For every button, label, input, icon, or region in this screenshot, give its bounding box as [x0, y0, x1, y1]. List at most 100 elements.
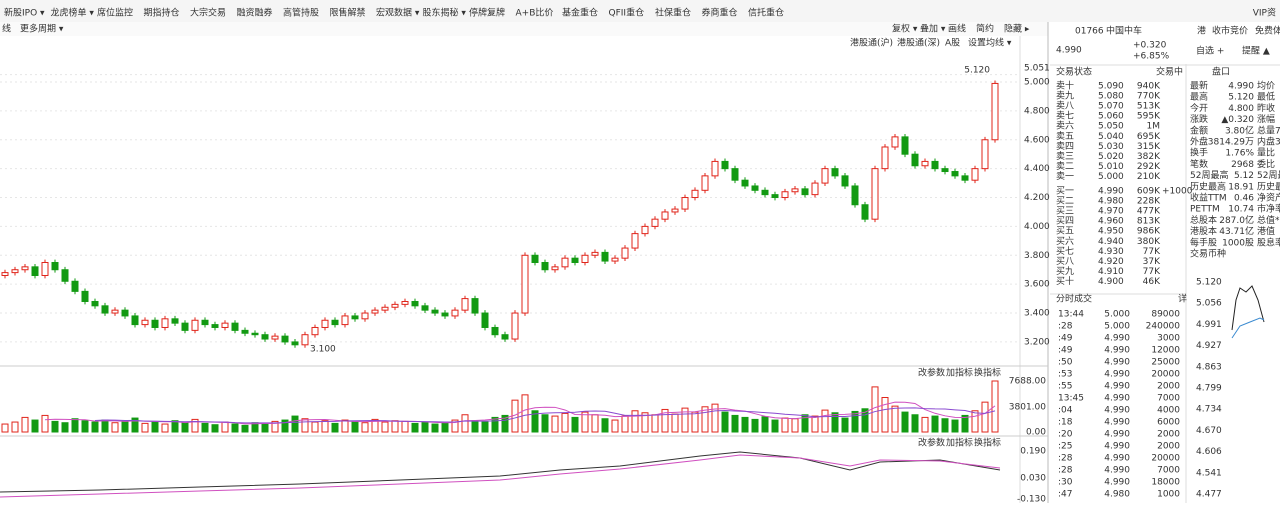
volume-bar [911, 414, 919, 433]
candle [671, 208, 679, 213]
volume-bar [111, 422, 119, 433]
trade-volume: 2000 [1157, 430, 1180, 440]
menu-item[interactable]: 停牌复牌 [469, 7, 505, 19]
trades-flag[interactable]: 详 [1178, 293, 1187, 305]
book-price: 5.060 [1098, 112, 1124, 122]
mini-avg [1231, 317, 1265, 339]
candle [441, 312, 449, 317]
indicator-button[interactable]: 换指标 [974, 437, 1001, 449]
book-label: 卖一 [1056, 171, 1074, 182]
menu-item[interactable]: 大宗交易 [190, 7, 226, 19]
book-volume: 210K [1137, 172, 1161, 182]
candle [481, 312, 489, 328]
candle [111, 309, 119, 314]
book-volume: 595K [1137, 112, 1161, 122]
menu-item[interactable]: 龙虎榜单 ▾ [51, 7, 95, 19]
menu-item[interactable]: 席位监控 [97, 7, 133, 19]
candle [861, 204, 869, 220]
volume-bar [271, 420, 279, 433]
volume-bar [541, 414, 549, 433]
chart-tab[interactable]: 港股通(深) [897, 37, 940, 49]
stat-label: 历史最高 [1190, 180, 1226, 192]
stat-value: 10.74 [1228, 205, 1254, 215]
candle [331, 319, 339, 326]
indicator-button[interactable]: 加指标 [946, 367, 973, 379]
trade-volume: 2000 [1157, 382, 1180, 392]
indicator-button[interactable]: 加指标 [946, 437, 973, 449]
macd-tick: -0.130 [1017, 495, 1046, 504]
volume-bar [661, 408, 669, 433]
candle [771, 194, 779, 199]
candle [131, 315, 139, 326]
candle [101, 305, 109, 314]
quote-tab[interactable]: 收市竞价 [1212, 25, 1248, 37]
candle [181, 322, 189, 331]
volume-bar [211, 424, 219, 433]
menu-item[interactable]: 期指持仓 [144, 7, 180, 19]
menu-item[interactable]: 信托重仓 [748, 7, 784, 19]
indicator-button[interactable]: 改参数 [918, 437, 945, 449]
volume-bar [711, 403, 719, 433]
tool-button[interactable]: 简约 [976, 23, 994, 35]
tool-button[interactable]: 叠加 ▾ [920, 24, 946, 35]
menu-item[interactable]: 股东揭秘 ▾ [423, 7, 467, 19]
period[interactable]: 更多周期 ▾ [20, 23, 64, 35]
book-label: 卖五 [1056, 131, 1074, 142]
tool-button[interactable]: 画线 [948, 23, 966, 35]
trades-header: 分时成交 [1056, 293, 1092, 305]
watch[interactable]: 自选 + [1196, 45, 1224, 57]
book-volume: 1M [1147, 122, 1161, 132]
quote-tab[interactable]: 免费体 [1255, 25, 1280, 37]
tool-button[interactable]: 复权 ▾ [892, 23, 918, 35]
book-label: 买十 [1056, 275, 1074, 287]
book-price: 5.090 [1098, 82, 1124, 92]
volume-bar [71, 418, 79, 433]
candle [501, 334, 509, 340]
chart-tab[interactable]: A股 [945, 38, 960, 49]
toolbar [0, 22, 1048, 36]
volume-bar [501, 414, 509, 433]
candle [721, 160, 729, 170]
indicator-button[interactable]: 改参数 [918, 367, 945, 379]
menu-item[interactable]: 基金重仓 [562, 7, 598, 19]
candle [211, 324, 219, 328]
chart-tab[interactable]: 港股通(沪) [850, 37, 893, 49]
book-volume: 77K [1143, 247, 1161, 257]
trade-price: 4.990 [1104, 370, 1130, 380]
high-label: 5.120 [964, 66, 990, 76]
alert[interactable]: 提醒 ▲ [1242, 46, 1270, 57]
menu-item[interactable]: 新股IPO ▾ [4, 7, 45, 19]
volume-bar [441, 422, 449, 433]
volume-bar [781, 417, 789, 433]
volume-bar [91, 421, 99, 433]
quote-tab[interactable]: 港 [1197, 25, 1206, 37]
book-label: 卖二 [1056, 161, 1074, 172]
volume-bar [641, 412, 649, 433]
menu-item[interactable]: 高管持股 [283, 7, 319, 19]
mini-tick: 4.670 [1196, 426, 1222, 436]
stat-value: 3.80亿 [1225, 124, 1254, 136]
trade-volume: 1000 [1157, 490, 1180, 500]
volume-tick: 3801.00 [1009, 402, 1046, 412]
stat-label: 涨跌 [1190, 114, 1208, 125]
menu-item[interactable]: 券商重仓 [702, 7, 738, 19]
indicator-button[interactable]: 换指标 [974, 367, 1001, 379]
tool-button[interactable]: 隐藏 ▸ [1004, 23, 1030, 35]
macd-line [0, 451, 1001, 493]
menu-item[interactable]: 社保重仓 [655, 7, 691, 19]
stat-label: 收益TTM [1190, 192, 1227, 204]
stat-value: 5.12 [1234, 171, 1254, 181]
volume-bar [721, 411, 729, 433]
trade-volume: 12000 [1151, 346, 1180, 356]
book-header: 交易中 [1156, 66, 1183, 78]
menu-item[interactable]: 融资融券 [237, 7, 273, 19]
menu-item[interactable]: 宏观数据 ▾ [376, 7, 420, 19]
volume-bar [391, 420, 399, 433]
chart-tab[interactable]: 设置均线 ▾ [968, 37, 1012, 49]
menu-item[interactable]: A+B比价 [516, 7, 554, 19]
volume-bar [851, 410, 859, 433]
volume-bar [471, 420, 479, 433]
menu-item[interactable]: 限售解禁 [330, 7, 366, 19]
menu-item[interactable]: QFII重仓 [609, 7, 645, 19]
candle [1, 272, 9, 276]
